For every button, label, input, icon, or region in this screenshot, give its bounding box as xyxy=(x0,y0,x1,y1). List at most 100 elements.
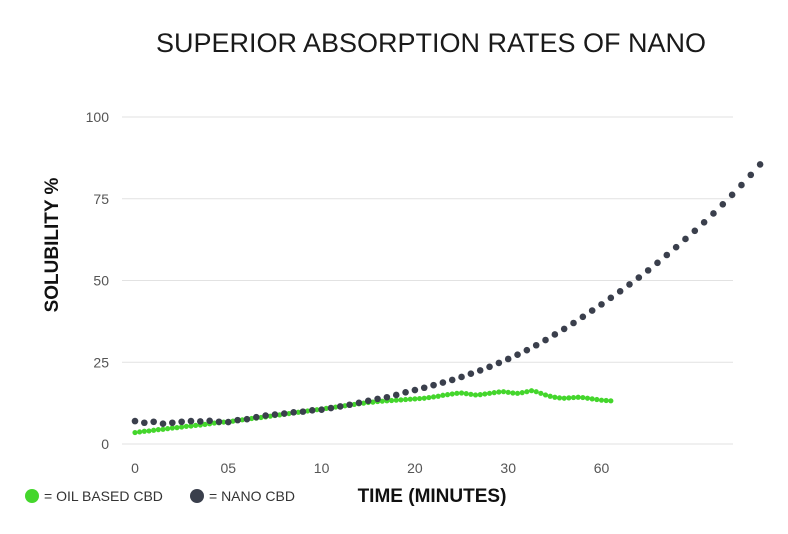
point-oil-based xyxy=(193,422,199,428)
point-oil-based xyxy=(435,393,441,399)
legend-swatch-nano xyxy=(190,489,204,503)
point-nano xyxy=(532,341,540,349)
point-oil-based xyxy=(519,390,525,396)
y-axis-ticks: 0 25 50 75 100 xyxy=(86,109,110,452)
point-nano xyxy=(206,417,213,425)
legend-label-nano: = NANO CBD xyxy=(209,488,295,504)
point-nano xyxy=(131,417,139,425)
point-oil-based xyxy=(239,417,245,423)
point-oil-based xyxy=(169,425,175,431)
point-nano xyxy=(187,417,195,425)
point-oil-based xyxy=(398,397,404,403)
x-tick-label: 0 xyxy=(131,460,139,476)
point-oil-based xyxy=(174,425,180,431)
point-nano xyxy=(327,404,335,412)
point-oil-based xyxy=(430,394,437,400)
point-oil-based xyxy=(603,397,609,404)
point-nano xyxy=(243,415,251,423)
point-oil-based xyxy=(370,399,376,405)
point-nano xyxy=(504,355,512,363)
point-oil-based xyxy=(608,398,614,404)
point-nano xyxy=(159,420,167,428)
x-tick-label: 05 xyxy=(221,460,237,476)
point-oil-based xyxy=(221,419,227,425)
point-nano xyxy=(700,218,708,226)
point-nano xyxy=(392,391,400,399)
point-oil-based xyxy=(491,390,497,396)
point-nano xyxy=(234,416,241,424)
point-nano xyxy=(383,393,391,401)
point-oil-based xyxy=(482,391,488,397)
point-oil-based xyxy=(407,396,413,402)
chart-title: SUPERIOR ABSORPTION RATES OF NANO xyxy=(156,28,706,58)
point-nano xyxy=(682,235,689,243)
point-nano xyxy=(616,287,624,295)
point-nano xyxy=(458,373,465,381)
point-nano xyxy=(738,181,745,189)
point-nano xyxy=(290,408,297,416)
point-oil-based xyxy=(444,392,451,398)
point-nano xyxy=(318,406,325,413)
point-oil-based xyxy=(528,388,535,394)
point-nano xyxy=(150,418,157,426)
point-nano xyxy=(346,401,353,409)
point-nano xyxy=(644,267,652,274)
point-nano xyxy=(560,325,568,333)
point-oil-based xyxy=(421,395,427,401)
point-oil-based xyxy=(584,395,591,401)
point-nano xyxy=(402,389,409,396)
point-nano xyxy=(308,407,316,414)
point-nano xyxy=(364,397,372,405)
point-oil-based xyxy=(267,413,273,419)
point-nano xyxy=(514,351,521,359)
point-oil-based xyxy=(500,389,507,395)
point-oil-based xyxy=(155,427,161,433)
point-nano xyxy=(411,386,419,394)
point-nano xyxy=(448,376,456,384)
point-nano xyxy=(197,418,204,425)
point-nano xyxy=(252,413,260,421)
point-oil-based xyxy=(538,390,544,396)
point-oil-based xyxy=(183,423,189,429)
point-oil-based xyxy=(160,426,166,432)
point-oil-based xyxy=(188,423,194,429)
point-oil-based xyxy=(547,393,553,399)
point-oil-based xyxy=(524,389,530,395)
point-oil-based xyxy=(211,420,217,426)
x-axis-ticks: 0 05 10 20 30 60 xyxy=(131,460,609,476)
point-nano xyxy=(430,381,437,389)
point-nano xyxy=(476,367,484,374)
point-nano xyxy=(607,294,615,302)
point-oil-based xyxy=(379,398,385,404)
point-oil-based xyxy=(542,392,549,398)
point-oil-based xyxy=(468,391,474,397)
point-oil-based xyxy=(412,396,418,402)
point-nano xyxy=(280,410,288,417)
scatter-points xyxy=(131,161,764,436)
point-oil-based xyxy=(505,389,511,395)
point-oil-based xyxy=(141,428,147,434)
point-oil-based xyxy=(426,394,432,401)
point-oil-based xyxy=(249,415,255,422)
point-nano xyxy=(691,227,699,235)
x-tick-label: 60 xyxy=(594,460,610,476)
point-oil-based xyxy=(598,397,605,403)
point-oil-based xyxy=(477,392,483,398)
point-oil-based xyxy=(332,404,339,410)
point-oil-based xyxy=(566,395,572,401)
point-oil-based xyxy=(295,409,301,415)
legend: = OIL BASED CBD = NANO CBD xyxy=(25,488,295,504)
point-oil-based xyxy=(416,395,423,402)
x-tick-label: 10 xyxy=(314,460,330,476)
point-oil-based xyxy=(277,412,283,418)
point-oil-based xyxy=(575,394,581,400)
point-nano xyxy=(663,251,671,259)
point-nano xyxy=(523,346,531,354)
point-oil-based xyxy=(556,395,563,401)
point-nano xyxy=(710,210,717,217)
point-oil-based xyxy=(165,426,171,432)
point-nano xyxy=(439,379,447,386)
point-nano xyxy=(374,395,381,403)
point-nano xyxy=(551,331,559,338)
